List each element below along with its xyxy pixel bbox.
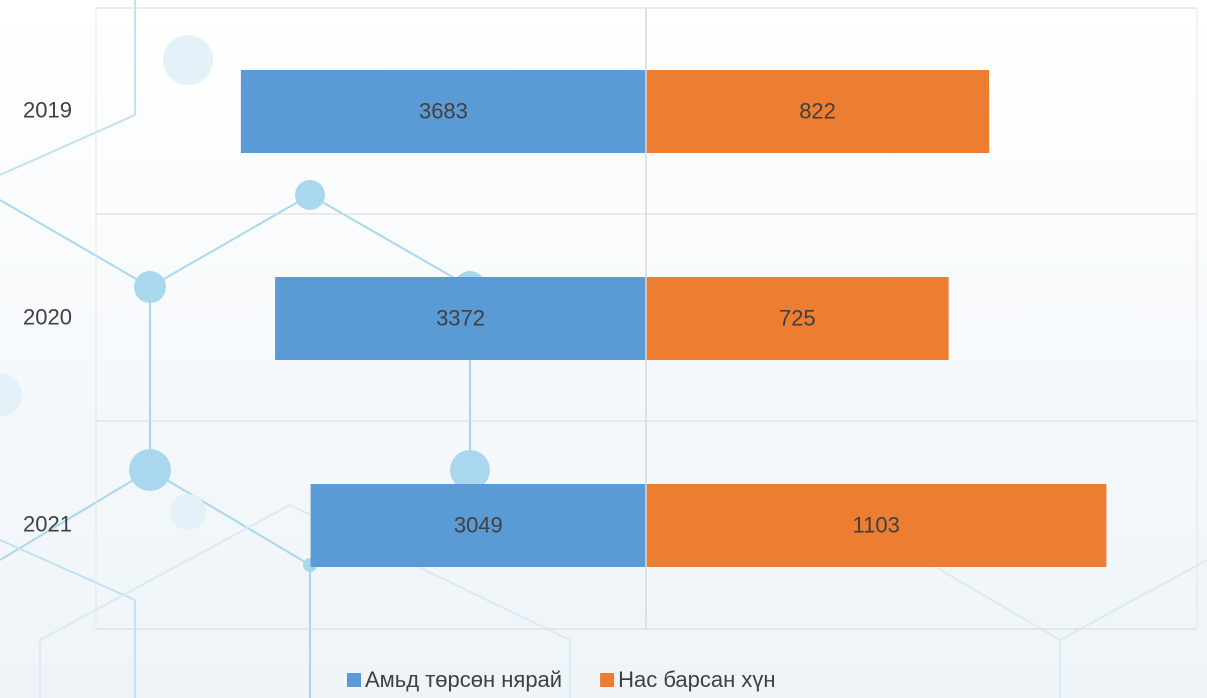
data-label: 725	[779, 305, 816, 330]
labels: 2019 3683 822 2020 3372 725 2021 3049 1103	[23, 97, 900, 537]
legend: Амьд төрсөн нярай Нас барсан хүн	[347, 667, 776, 692]
bar	[240, 70, 646, 153]
bar	[646, 277, 949, 360]
legend-swatch	[600, 673, 615, 687]
y-tick-label: 2020	[23, 304, 72, 329]
data-label: 3683	[419, 98, 468, 123]
legend-swatch	[347, 673, 361, 687]
data-label: 1103	[853, 512, 900, 537]
bar	[310, 484, 646, 567]
y-tick-label: 2021	[23, 511, 72, 536]
bars	[240, 70, 1107, 567]
data-label: 822	[799, 98, 836, 123]
y-tick-label: 2019	[23, 97, 72, 122]
legend-label: Амьд төрсөн нярай	[365, 667, 562, 692]
bar	[646, 484, 1107, 567]
data-label: 3049	[454, 512, 503, 537]
legend-label: Нас барсан хүн	[618, 667, 775, 692]
bar	[646, 70, 990, 153]
bar	[275, 277, 646, 360]
data-label: 3372	[436, 305, 485, 330]
